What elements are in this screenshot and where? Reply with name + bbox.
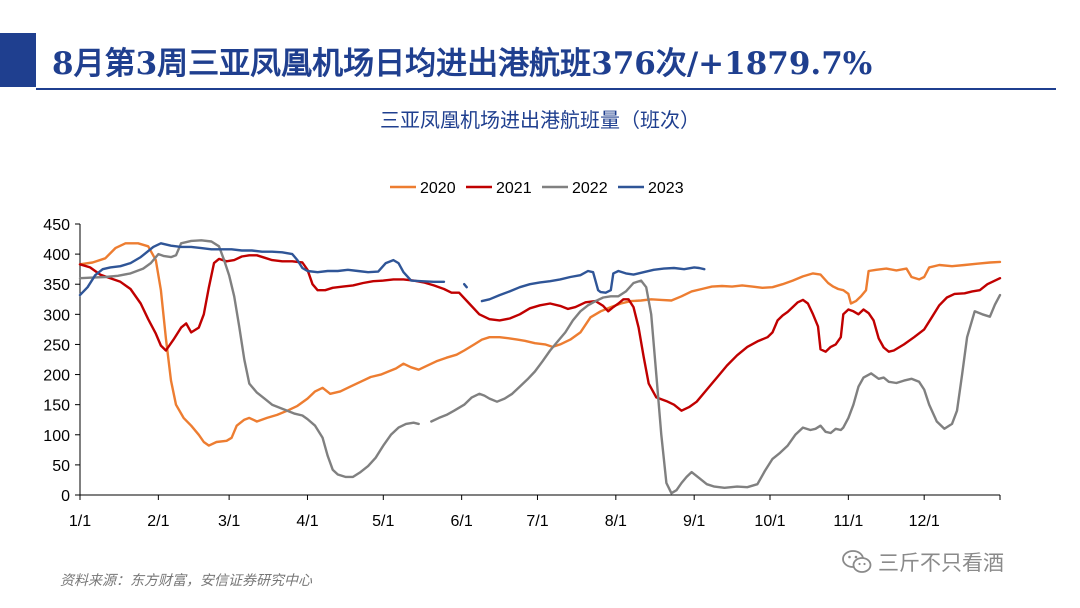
series-line-2023	[78, 242, 706, 303]
title-divider	[36, 88, 1056, 90]
y-tick-label: 50	[52, 458, 70, 475]
series-line-2022	[78, 239, 1002, 495]
x-tick-label: 4/1	[296, 513, 318, 530]
x-tick-label: 11/1	[833, 513, 863, 530]
watermark-text: 三斤不只看酒	[878, 551, 1004, 575]
chart-title: 三亚凤凰机场进出港航班量（班次）	[380, 108, 700, 132]
x-tick-label: 2/1	[147, 513, 169, 530]
y-tick-label: 450	[43, 217, 70, 234]
page-title: 8月第3周三亚凤凰机场日均进出港航班376次/+1879.7%	[52, 46, 873, 82]
y-tick-label: 250	[43, 337, 70, 354]
legend-label-2021: 2021	[496, 180, 532, 197]
legend-label-2022: 2022	[572, 180, 608, 197]
x-tick-label: 9/1	[683, 513, 705, 530]
x-tick-label: 10/1	[754, 513, 785, 530]
x-tick-label: 12/1	[909, 513, 940, 530]
title-accent-bar	[0, 33, 36, 87]
y-tick-label: 150	[43, 398, 70, 415]
x-tick-label: 7/1	[526, 513, 548, 530]
y-tick-label: 300	[43, 307, 70, 324]
x-tick-label: 8/1	[605, 513, 627, 530]
legend-label-2020: 2020	[420, 180, 456, 197]
wechat-icon	[842, 550, 872, 573]
source-note: 资料来源：东方财富，安信证券研究中心	[60, 573, 312, 589]
x-tick-label: 5/1	[372, 513, 394, 530]
series-line-2021	[78, 254, 1002, 412]
y-tick-label: 400	[43, 247, 70, 264]
y-tick-label: 350	[43, 277, 70, 294]
x-tick-label: 1/1	[69, 513, 91, 530]
x-tick-label: 3/1	[218, 513, 240, 530]
y-tick-label: 200	[43, 368, 70, 385]
series-line-2020	[78, 242, 1002, 447]
legend-label-2023: 2023	[648, 180, 684, 197]
y-tick-label: 0	[61, 488, 70, 505]
y-tick-label: 100	[43, 428, 70, 445]
x-tick-label: 6/1	[451, 513, 473, 530]
watermark: 三斤不只看酒	[842, 547, 1004, 577]
